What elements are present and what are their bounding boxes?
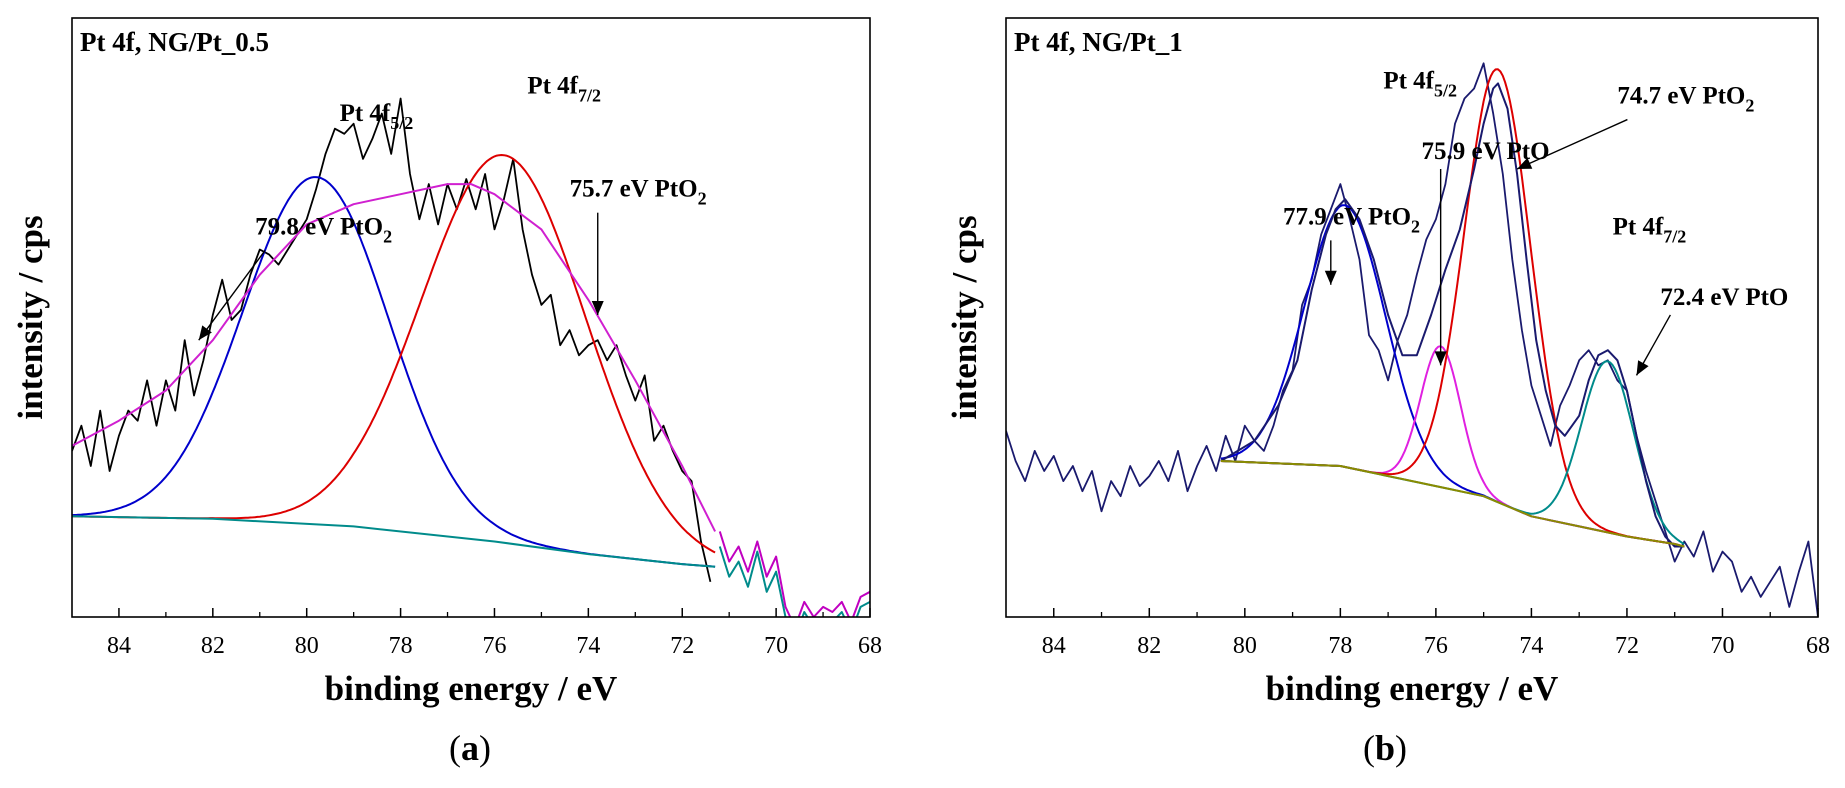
y-axis-label: intensity / cps [945, 215, 984, 419]
tail-curve-1 [718, 531, 870, 617]
x-tick-label: 82 [201, 633, 225, 659]
panel-b: 84 82 80 78 76 74 72 70 68 Pt 4f, NG/Pt_1binding … [945, 17, 1830, 768]
plot-frame [1005, 17, 1819, 618]
annotation-arrow [1516, 118, 1628, 170]
x-tick-label: 70 [1710, 633, 1734, 659]
arrow-head [1636, 360, 1649, 376]
annotation-arrow [198, 250, 266, 341]
peak-curve-72-4 [1220, 360, 1685, 545]
x-tick-label: 78 [1328, 633, 1352, 659]
panel-caption: (b) [1363, 728, 1407, 768]
x-tick-label: 72 [670, 633, 694, 659]
panel-a: 84 82 80 78 76 74 72 70 68 Pt 4f, NG/Pt_0.5bindin… [11, 17, 882, 768]
peak-annotation: 75.9 eV PtO [1422, 138, 1550, 165]
peak-annotation: Pt 4f5/2 [1383, 67, 1457, 100]
x-tick-label: 76 [482, 633, 506, 659]
x-axis-label: binding energy / eV [325, 669, 618, 708]
x-tick-label: 78 [389, 633, 413, 659]
peak-annotation: Pt 4f7/2 [1613, 213, 1687, 246]
arrow-head [1324, 270, 1337, 285]
arrow-head [198, 325, 212, 341]
arrow-head [1517, 157, 1533, 170]
y-axis-label: intensity / cps [11, 215, 50, 419]
x-tick-label: 70 [764, 633, 788, 659]
x-tick-label: 68 [1806, 633, 1830, 659]
peak-annotation: 75.7 eV PtO2 [570, 176, 707, 209]
tail-curve-2 [718, 546, 870, 617]
arrow-head [591, 300, 604, 315]
peak-annotation: 77.9 eV PtO2 [1283, 203, 1420, 236]
x-tick-label: 74 [576, 633, 600, 659]
peak-annotation: Pt 4f5/2 [340, 100, 414, 133]
peak-annotation: Pt 4f7/2 [527, 73, 601, 106]
envelope-curve-5 [72, 183, 716, 532]
peak-annotation: 79.8 eV PtO2 [255, 213, 392, 246]
plot-frame [71, 17, 871, 618]
panel-caption: (a) [449, 728, 491, 768]
arrow-head [1434, 351, 1447, 366]
raw-curve-0 [1006, 62, 1818, 617]
x-tick-label: 84 [1042, 633, 1066, 659]
x-tick-label: 76 [1424, 633, 1448, 659]
peak-annotation: 74.7 eV PtO2 [1617, 83, 1754, 116]
panel-title: Pt 4f, NG/Pt_0.5 [80, 27, 269, 57]
x-tick-label: 80 [295, 633, 319, 659]
background-curve-6 [1220, 460, 1685, 548]
x-tick-label: 84 [107, 633, 131, 659]
envelope-curve-5 [1220, 82, 1685, 548]
x-tick-label: 68 [858, 633, 882, 659]
raw-curve-0 [72, 97, 712, 583]
x-tick-label: 74 [1519, 633, 1543, 659]
x-tick-label: 80 [1233, 633, 1257, 659]
x-axis-label: binding energy / eV [1266, 669, 1559, 708]
background-curve-6 [72, 515, 716, 568]
x-tick-label: 82 [1137, 633, 1161, 659]
x-tick-label: 72 [1615, 633, 1639, 659]
peak-annotation: 72.4 eV PtO [1660, 284, 1788, 311]
panel-title: Pt 4f, NG/Pt_1 [1014, 27, 1183, 57]
